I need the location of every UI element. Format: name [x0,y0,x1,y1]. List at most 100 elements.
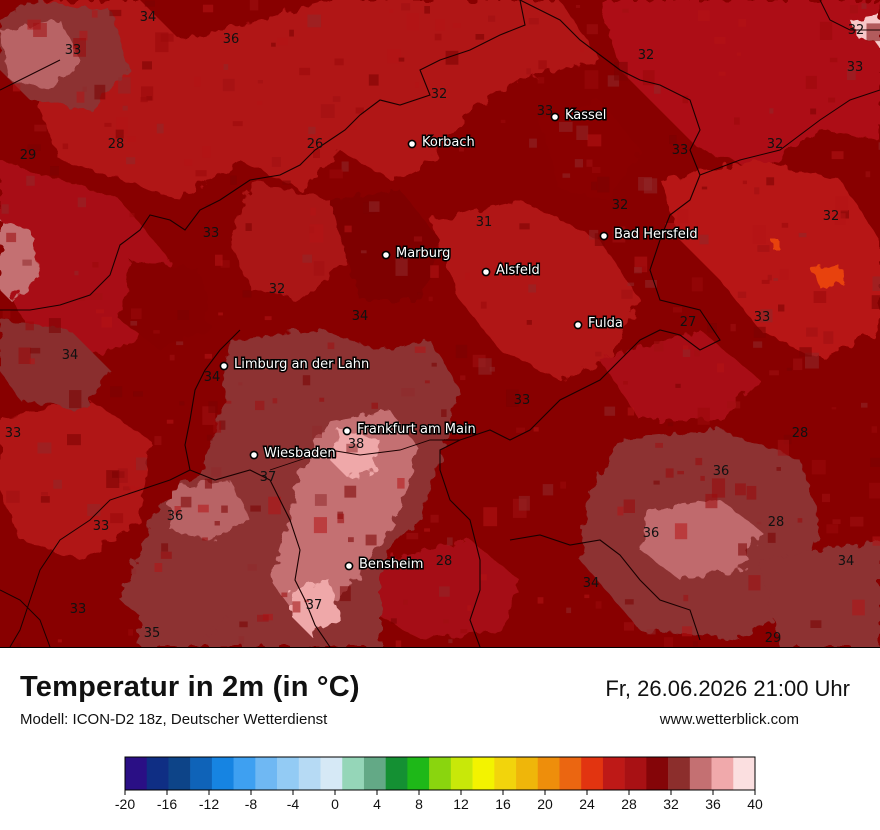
texture-speckle [483,507,498,527]
texture-speckle [2,310,11,319]
texture-speckle [215,254,223,266]
texture-speckle [302,375,311,386]
texture-speckle [810,620,822,628]
texture-speckle [813,291,827,303]
texture-speckle [154,436,162,446]
city-dot [573,320,583,330]
texture-speckle [225,400,232,404]
texture-speckle [220,260,230,268]
texture-speckle [304,599,309,603]
city-marker[interactable]: Alsfeld [481,262,541,280]
city-marker[interactable]: Wiesbaden [249,445,337,463]
temperature-value-label: 32 [269,282,286,297]
texture-speckle [727,401,741,409]
texture-speckle [761,279,770,284]
legend-swatch [450,757,473,790]
texture-speckle [128,485,135,489]
texture-speckle [94,84,106,100]
texture-speckle [607,75,620,87]
texture-speckle [852,599,865,616]
texture-speckle [130,568,137,575]
legend-canvas: -20 -16 -12 -8 -4 0 4 8 12 16 20 24 28 32 36 40 [115,756,763,812]
texture-speckle [239,621,248,628]
texture-speckle [738,19,746,27]
texture-speckle [401,388,415,397]
texture-speckle [654,341,664,352]
texture-speckle [529,138,537,148]
legend-swatch [277,757,300,790]
texture-speckle [101,316,113,328]
legend-tick-label: 36 [705,796,721,812]
city-dot [599,231,609,241]
city-marker[interactable]: Frankfurt am Main [342,421,477,439]
texture-speckle [828,97,836,103]
texture-speckle [22,259,32,266]
temperature-value-label: 32 [431,87,448,102]
temperature-map[interactable]: 34 33 36 33 32 32 33 33 26 28 29 33 32 31 32 32 32 33 32 34… [0,0,880,648]
temperature-value-label: 36 [713,464,730,479]
texture-speckle [754,187,760,195]
texture-speckle [160,33,174,42]
temperature-value-label: 34 [352,309,369,324]
texture-speckle [526,320,532,325]
texture-speckle [623,622,634,631]
texture-speckle [319,397,325,402]
texture-speckle [752,225,766,244]
city-dot [381,250,391,260]
city-label: Marburg [396,246,450,261]
temperature-value-label: 37 [260,470,277,485]
temperature-value-label: 27 [680,315,697,330]
texture-speckle [584,70,599,89]
texture-speckle [249,0,259,11]
legend-swatch [342,757,365,790]
texture-speckle [180,496,192,508]
texture-speckle [778,304,785,312]
texture-speckle [849,5,858,14]
texture-speckle [748,575,761,591]
texture-speckle [634,267,642,274]
legend-swatch [516,757,539,790]
texture-speckle [219,420,226,430]
texture-speckle [584,594,590,599]
texture-speckle [91,10,98,18]
texture-speckle [179,401,185,406]
texture-speckle [53,479,62,489]
texture-speckle [669,135,677,145]
texture-speckle [595,601,602,609]
texture-speckle [760,309,773,323]
texture-speckle [627,407,635,416]
city-marker[interactable]: Kassel [550,107,608,125]
texture-speckle [861,3,867,9]
texture-speckle [597,176,610,193]
city-marker[interactable]: Limburg an der Lahn [219,356,371,374]
texture-speckle [202,146,211,158]
temperature-value-label: 32 [767,137,784,152]
border-top-right [819,0,880,31]
city-marker[interactable]: Fulda [573,315,624,333]
border-northeast [699,89,880,176]
city-marker[interactable]: Korbach [407,134,476,152]
website-link[interactable]: www.wetterblick.com [659,711,799,728]
city-marker[interactable]: Bad Hersfeld [599,226,699,244]
texture-speckle [430,514,439,523]
city-marker[interactable]: Bensheim [344,556,425,574]
city-marker[interactable]: Marburg [381,245,452,263]
texture-speckle [90,293,103,300]
state-border-southeast [509,534,701,641]
texture-speckle [313,261,325,276]
texture-speckle [799,347,812,357]
texture-speckle [29,358,35,365]
texture-speckle [313,517,327,534]
legend-swatch [689,757,712,790]
texture-speckle [767,532,776,543]
texture-speckle [736,52,741,56]
texture-speckle [822,493,830,503]
texture-speckle [639,266,647,272]
texture-speckle [783,434,792,445]
texture-speckle [811,459,826,475]
temperature-value-label: 37 [306,598,323,613]
texture-speckle [452,22,461,29]
texture-speckle [26,175,35,186]
legend-swatch [298,757,321,790]
texture-speckle [18,347,31,364]
